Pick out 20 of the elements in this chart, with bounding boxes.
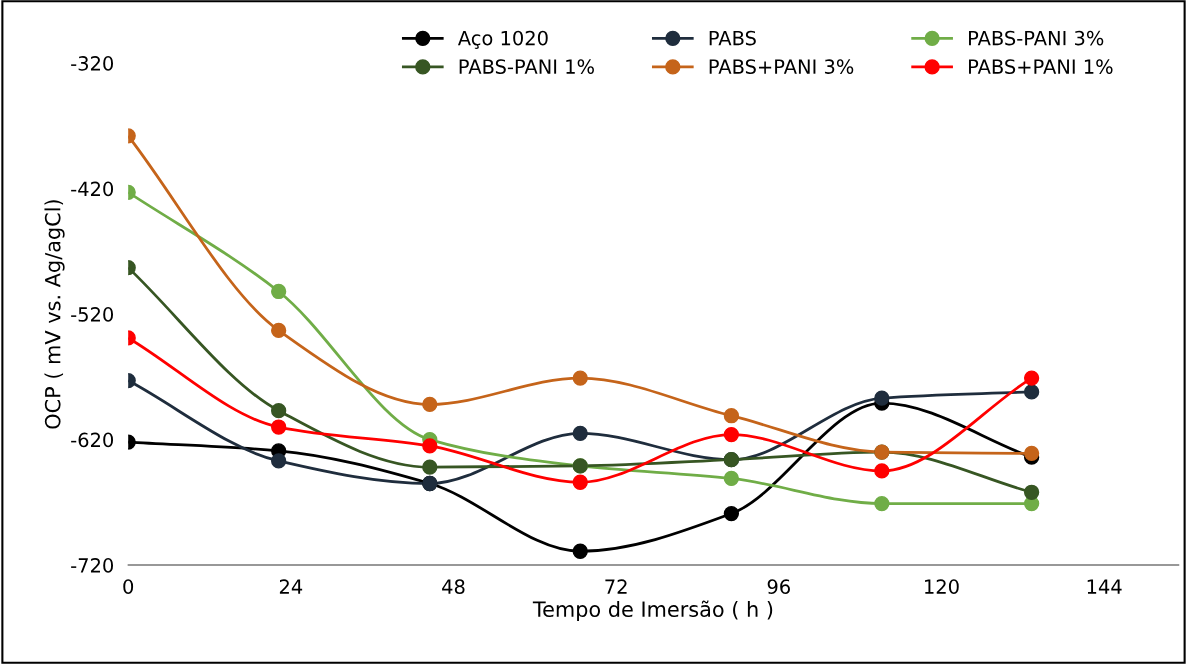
y-tick-label: -420	[71, 181, 114, 197]
legend-label: PABS+PANI 3%	[709, 59, 854, 74]
y-tick-label: -520	[71, 307, 114, 322]
x-tick-label: 48	[442, 579, 465, 594]
y-tick-label: -720	[71, 558, 114, 573]
x-tick-label: 72	[605, 579, 627, 594]
legend-label: PABS+PANI 1%	[969, 59, 1113, 74]
x-tick-label: 96	[767, 579, 790, 594]
legend-label: PABS-PANI 3%	[969, 30, 1104, 46]
legend-label: PABS	[709, 30, 756, 46]
x-axis-title: Tempo de Imersão ( h )	[532, 600, 773, 622]
y-tick-label: -620	[71, 432, 114, 448]
y-axis-title: OCP ( mV vs. Ag/agCl)	[44, 200, 65, 429]
legend-label: Aço 1020	[457, 30, 548, 49]
y-tick-label: -320	[71, 56, 114, 71]
x-tick-label: 24	[279, 579, 303, 594]
x-tick-label: 0	[123, 579, 134, 594]
x-tick-label: 120	[925, 579, 959, 594]
legend-label: PABS-PANI 1%	[459, 59, 594, 74]
x-tick-label: 144	[1087, 579, 1122, 594]
